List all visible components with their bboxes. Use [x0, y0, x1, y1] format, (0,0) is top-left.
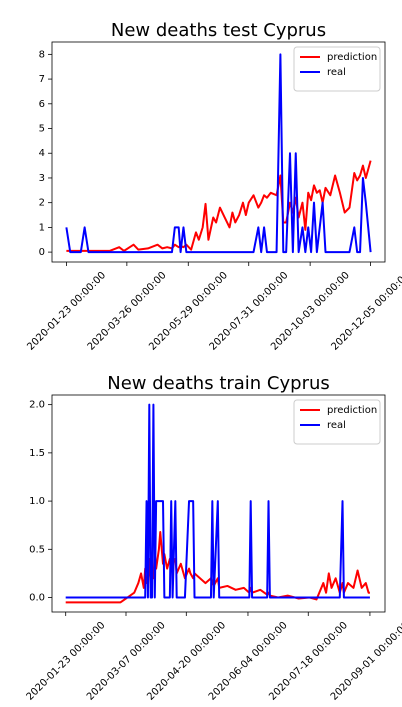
- y-tick-label: 5: [39, 124, 45, 135]
- legend-label: prediction: [327, 52, 377, 63]
- series-line: [65, 53, 372, 254]
- y-tick-label: 8: [39, 49, 45, 60]
- legend-label: real: [327, 67, 346, 78]
- plot-frame: [51, 41, 386, 263]
- y-tick-label: 1.0: [29, 496, 45, 507]
- y-tick-label: 2.0: [29, 400, 45, 411]
- y-tick-label: 0.5: [29, 544, 45, 555]
- y-tick-label: 2: [39, 198, 45, 209]
- legend-label: real: [327, 420, 346, 431]
- chart-title: New deaths train Cyprus: [107, 373, 330, 394]
- y-tick-label: 0.0: [29, 593, 45, 604]
- plot-frame: [51, 394, 386, 613]
- series-line: [65, 403, 370, 599]
- series-line: [66, 160, 372, 252]
- y-tick-label: 1.5: [29, 448, 45, 459]
- y-tick-label: 4: [39, 148, 45, 159]
- y-tick-label: 3: [39, 173, 45, 184]
- y-tick-label: 7: [39, 74, 45, 85]
- chart-title: New deaths test Cyprus: [111, 20, 326, 41]
- legend-label: prediction: [327, 405, 377, 416]
- y-tick-label: 6: [39, 99, 45, 110]
- y-tick-label: 0: [39, 247, 45, 258]
- y-tick-label: 1: [39, 222, 45, 233]
